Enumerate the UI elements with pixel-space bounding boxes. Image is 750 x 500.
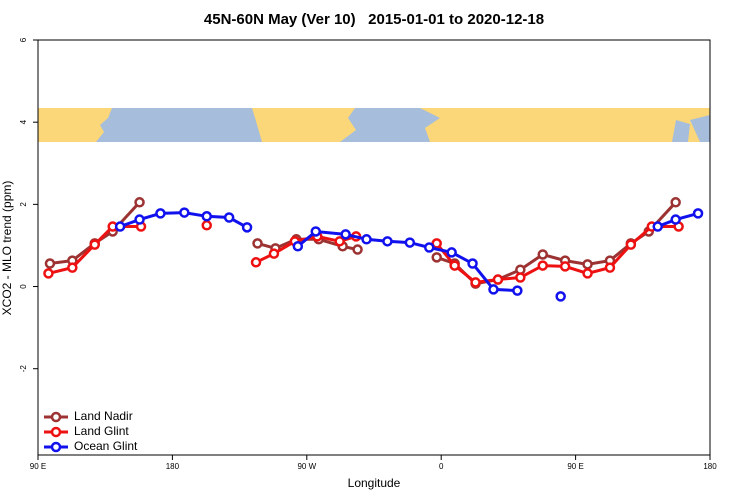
legend-marker bbox=[50, 441, 62, 453]
x-tick-label: 0 bbox=[439, 462, 444, 471]
point bbox=[361, 234, 372, 245]
x-tick-label: 180 bbox=[166, 462, 180, 471]
point bbox=[446, 247, 457, 258]
point bbox=[670, 214, 681, 225]
point bbox=[43, 268, 54, 279]
point bbox=[67, 262, 78, 273]
point bbox=[334, 236, 345, 247]
point bbox=[431, 252, 442, 263]
y-tick-label: 0 bbox=[19, 284, 28, 289]
point bbox=[492, 274, 504, 285]
point bbox=[292, 241, 304, 252]
point bbox=[179, 207, 190, 218]
point bbox=[512, 285, 523, 296]
x-tick-label: 180 bbox=[703, 462, 717, 471]
point bbox=[582, 259, 593, 270]
point bbox=[559, 261, 571, 272]
land-america bbox=[252, 108, 356, 142]
point bbox=[537, 260, 548, 271]
point bbox=[352, 244, 363, 255]
point bbox=[652, 221, 663, 232]
point bbox=[241, 222, 253, 233]
x-tick-label: 90 E bbox=[30, 462, 46, 471]
point bbox=[537, 249, 548, 260]
land-eurasia bbox=[420, 108, 710, 142]
y-tick-label: 4 bbox=[19, 119, 28, 124]
point bbox=[431, 238, 442, 249]
legend-label: Land Glint bbox=[74, 424, 129, 438]
point bbox=[382, 236, 393, 247]
map-band bbox=[38, 108, 710, 142]
point bbox=[201, 211, 212, 222]
point bbox=[515, 272, 526, 283]
point bbox=[44, 258, 56, 269]
x-tick-label: 90 E bbox=[567, 462, 583, 471]
point bbox=[114, 221, 126, 232]
point bbox=[470, 277, 481, 288]
point bbox=[134, 214, 145, 225]
legend-marker bbox=[50, 426, 62, 438]
point bbox=[268, 248, 280, 259]
y-tick-label: 2 bbox=[19, 202, 28, 207]
point bbox=[467, 258, 478, 269]
point bbox=[670, 197, 681, 208]
point bbox=[449, 260, 460, 271]
point bbox=[155, 208, 166, 219]
sea-patch bbox=[672, 120, 690, 142]
point bbox=[692, 208, 704, 219]
plot-frame bbox=[37, 39, 711, 456]
point bbox=[89, 239, 100, 250]
legend-label: Land Nadir bbox=[74, 409, 133, 423]
legend-label: Ocean Glint bbox=[74, 439, 138, 453]
point bbox=[252, 238, 263, 249]
point bbox=[424, 242, 435, 253]
point bbox=[223, 212, 235, 223]
point bbox=[404, 237, 416, 248]
point bbox=[310, 226, 322, 237]
y-tick-label: 6 bbox=[19, 37, 28, 42]
land-asia bbox=[38, 108, 112, 142]
x-axis-label: Longitude bbox=[348, 476, 401, 490]
point bbox=[582, 268, 593, 279]
point bbox=[134, 197, 145, 208]
y-tick-label: -2 bbox=[19, 365, 28, 373]
x-tick-label: 90 W bbox=[297, 462, 316, 471]
point bbox=[555, 291, 566, 302]
point bbox=[250, 257, 262, 268]
point bbox=[340, 229, 351, 240]
legend-marker bbox=[50, 411, 62, 423]
y-axis-label: XCO2 - MLO trend (ppm) bbox=[0, 181, 14, 316]
point bbox=[201, 220, 212, 231]
point bbox=[625, 239, 637, 250]
point bbox=[488, 284, 499, 295]
chart-title: 45N-60N May (Ver 10) 2015-01-01 to 2020-… bbox=[204, 11, 544, 28]
point bbox=[604, 262, 616, 273]
